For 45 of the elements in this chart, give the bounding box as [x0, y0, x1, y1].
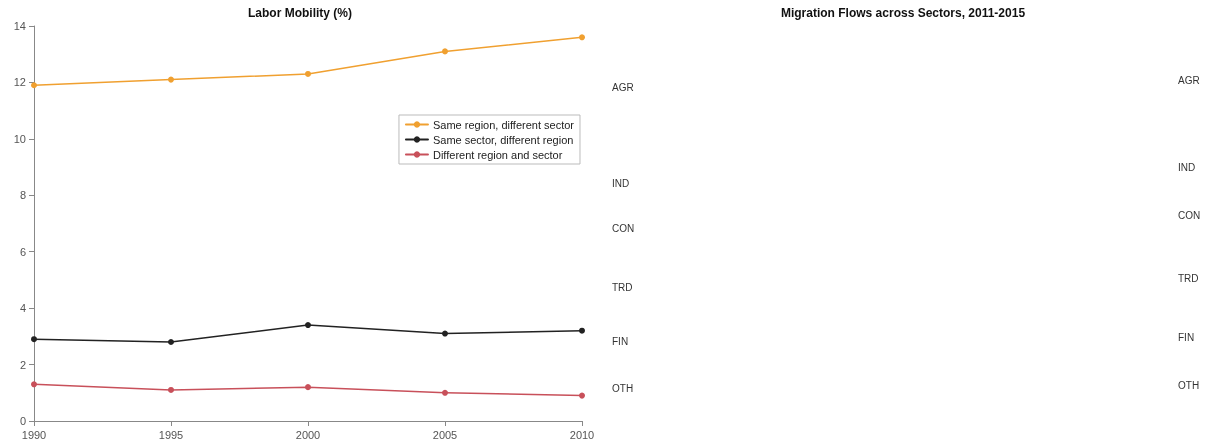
point	[442, 330, 448, 337]
legend-label: Same sector, different region	[432, 133, 574, 146]
point	[579, 392, 585, 399]
y-tick-label: 8	[19, 189, 26, 202]
y-tick-label: 10	[13, 132, 26, 145]
point	[442, 48, 448, 55]
point	[579, 327, 585, 334]
text: IND	[612, 177, 630, 189]
text: AGR	[612, 81, 634, 93]
x-tick-label: 1990	[21, 428, 47, 441]
chart-title: Labor Mobility (%)	[248, 6, 352, 20]
text: OTH	[1178, 379, 1200, 391]
point	[31, 381, 37, 388]
text: TRD	[1178, 272, 1199, 284]
text: IND	[1178, 161, 1196, 173]
legend-label: Different region and sector	[432, 148, 563, 161]
text: TRD	[612, 281, 633, 293]
point	[168, 76, 174, 83]
point	[168, 339, 174, 345]
point	[579, 34, 585, 41]
x-tick-label: 1995	[158, 428, 184, 441]
y-tick-label: 2	[19, 358, 26, 371]
point	[305, 70, 311, 77]
point	[31, 82, 37, 89]
legend-label: Same region, different sector	[432, 118, 575, 131]
y-tick-label: 14	[13, 20, 26, 32]
text: AGR	[1178, 74, 1200, 86]
y-tick-label: 12	[13, 76, 26, 89]
x-tick-label: 2010	[569, 428, 595, 441]
text: Migration Flows across Sectors, 2011-2015	[780, 6, 1026, 20]
point	[305, 322, 311, 329]
text: OTH	[612, 382, 634, 394]
point	[305, 384, 311, 391]
text: FIN	[1178, 331, 1195, 343]
point	[168, 386, 174, 393]
point	[442, 389, 448, 396]
point	[31, 336, 37, 343]
text: CON	[1178, 209, 1201, 221]
text: CON	[612, 222, 635, 234]
y-tick-label: 0	[19, 415, 26, 427]
text: FIN	[612, 335, 629, 347]
y-tick-label: 4	[19, 302, 26, 315]
x-tick-label: 2005	[432, 428, 458, 441]
x-tick-label: 2000	[295, 428, 321, 441]
y-tick-label: 6	[19, 245, 26, 258]
